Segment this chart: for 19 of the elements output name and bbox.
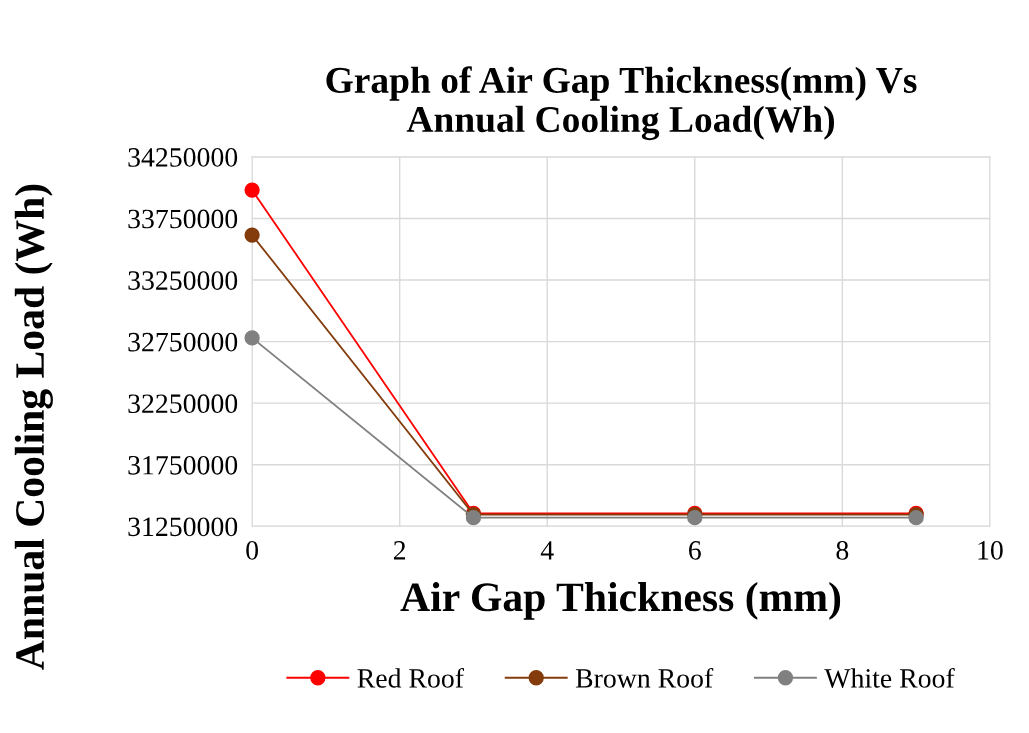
x-tick-label: 6	[689, 541, 701, 560]
y-tick-label: 31750000	[128, 455, 238, 475]
y-tick-label: 32250000	[128, 394, 238, 414]
chart-title: Graph of Air Gap Thickness(mm) Vs Annual Cooling Load(Wh)	[326, 66, 917, 141]
x-tick-label: 0	[246, 540, 258, 560]
x-tick-label: 4	[540, 541, 554, 560]
y-tick-label: 33250000	[128, 271, 238, 290]
legend-label: Brown Roof	[575, 667, 714, 688]
legend-label: Red Roof	[357, 667, 464, 688]
x-tick-label: 2	[393, 541, 406, 560]
y-tick-label: 33750000	[128, 209, 238, 229]
y-axis-title: Annual Cooling Load (Wh)	[14, 184, 53, 670]
y-tick-label: 32750000	[128, 332, 238, 352]
y-tick-label: 31250000	[128, 517, 238, 537]
legend-label: White Roof	[824, 667, 955, 688]
x-axis-title: Air Gap Thickness (mm)	[400, 582, 841, 620]
x-tick-label: 8	[836, 540, 849, 560]
x-tick-label: 10	[978, 540, 1003, 560]
y-tick-label: 34250000	[128, 148, 238, 167]
